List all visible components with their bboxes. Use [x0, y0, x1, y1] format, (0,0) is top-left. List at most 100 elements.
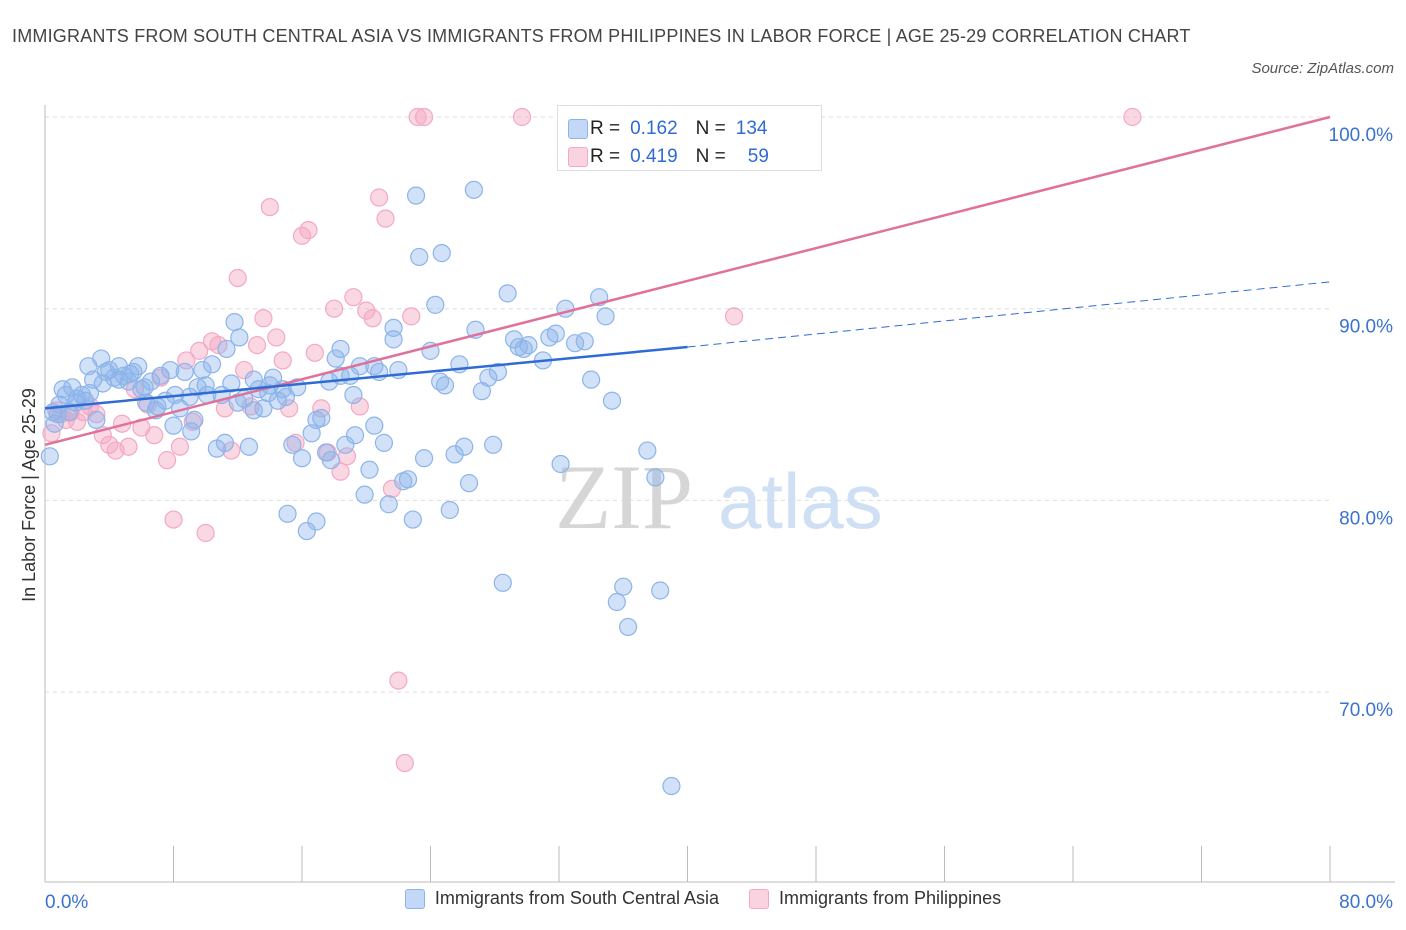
point-south-central-asia	[331, 339, 350, 359]
point-south-central-asia	[283, 435, 302, 454]
point-south-central-asia	[488, 362, 508, 382]
point-philippines	[325, 299, 344, 318]
n-value-1: 134	[735, 118, 768, 139]
point-south-central-asia	[410, 247, 429, 267]
point-philippines	[247, 336, 267, 355]
point-philippines	[389, 671, 408, 690]
point-philippines	[177, 351, 196, 370]
stats-row-series2: R = 0.419 N = 59	[568, 144, 769, 170]
point-south-central-asia	[244, 401, 263, 420]
point-philippines	[42, 424, 61, 443]
point-south-central-asia	[225, 313, 244, 332]
point-south-central-asia	[230, 328, 249, 347]
point-south-central-asia	[40, 447, 59, 466]
y-tick-label: 70.0%	[1339, 700, 1393, 721]
point-south-central-asia	[109, 370, 128, 389]
r-value-2: 0.419	[630, 146, 678, 167]
point-south-central-asia	[582, 370, 601, 389]
point-philippines	[145, 426, 164, 445]
point-south-central-asia	[228, 393, 247, 412]
point-south-central-asia	[175, 362, 194, 382]
point-south-central-asia	[406, 186, 426, 205]
point-south-central-asia	[87, 410, 106, 429]
point-south-central-asia	[185, 410, 204, 429]
point-philippines	[260, 197, 279, 217]
point-philippines	[344, 288, 363, 307]
point-philippines	[370, 188, 389, 207]
point-south-central-asia	[215, 433, 234, 452]
n-value-2: 59	[747, 146, 769, 167]
point-south-central-asia	[164, 416, 183, 435]
source-label: Source: ZipAtlas.com	[1251, 60, 1394, 77]
y-axis-title: In Labor Force | Age 25-29	[19, 388, 39, 602]
point-south-central-asia	[292, 449, 312, 468]
point-south-central-asia	[403, 510, 422, 529]
point-south-central-asia	[459, 474, 479, 493]
point-philippines	[312, 399, 331, 418]
legend-label-philippines: Immigrants from Philippines	[779, 888, 1002, 908]
point-south-central-asia	[222, 374, 241, 393]
point-philippines	[196, 523, 215, 543]
point-philippines	[254, 309, 273, 328]
point-south-central-asia	[80, 383, 100, 403]
point-south-central-asia	[662, 776, 681, 796]
axes	[44, 105, 1395, 883]
point-south-central-asia	[63, 378, 82, 397]
stats-box: R = 0.162 N = 134 R = 0.419 N = 59	[557, 105, 822, 171]
point-south-central-asia	[355, 485, 374, 504]
point-south-central-asia	[345, 426, 365, 445]
point-south-central-asia	[161, 360, 180, 380]
stats-row-series1: R = 0.162 N = 134	[568, 116, 768, 142]
point-philippines	[273, 351, 292, 370]
n-label-1: N =	[695, 118, 726, 139]
chart-title: IMMIGRANTS FROM SOUTH CENTRAL ASIA VS IM…	[12, 26, 1191, 46]
point-philippines	[164, 510, 183, 529]
x-tick-label-min: 0.0%	[45, 892, 88, 913]
point-south-central-asia	[638, 441, 657, 460]
legend-swatch-blue	[404, 888, 425, 909]
point-south-central-asia	[493, 573, 512, 592]
point-south-central-asia	[326, 349, 345, 368]
point-south-central-asia	[217, 339, 236, 359]
point-south-central-asia	[607, 592, 626, 612]
point-south-central-asia	[426, 295, 445, 314]
trend-line-philippines	[44, 115, 1331, 447]
point-philippines	[402, 307, 421, 326]
point-south-central-asia	[596, 307, 615, 326]
point-south-central-asia	[278, 504, 297, 523]
r-label-1: R =	[590, 118, 621, 139]
point-philippines	[350, 397, 369, 416]
point-philippines	[1123, 107, 1142, 127]
point-south-central-asia	[45, 414, 64, 433]
point-south-central-asia	[498, 284, 517, 303]
point-south-central-asia	[398, 470, 418, 489]
point-philippines	[157, 451, 177, 470]
point-philippines	[87, 405, 106, 424]
point-south-central-asia	[135, 378, 154, 397]
n-label-2: N =	[695, 146, 726, 167]
point-south-central-asia	[276, 387, 296, 406]
axis-labels: 70.0% 80.0% 90.0% 100.0% 0.0% 80.0% In Labor F…	[19, 125, 1393, 913]
r-value-1: 0.162	[630, 118, 678, 139]
point-south-central-asia	[455, 437, 474, 456]
point-south-central-asia	[365, 416, 384, 435]
r-label-2: R =	[590, 146, 621, 167]
point-south-central-asia	[519, 336, 538, 355]
point-philippines	[376, 209, 395, 228]
point-south-central-asia	[464, 180, 483, 199]
point-south-central-asia	[132, 380, 151, 399]
point-south-central-asia	[479, 368, 498, 387]
point-south-central-asia	[336, 435, 355, 454]
point-south-central-asia	[148, 397, 167, 416]
trend-line-south-central-asia	[44, 345, 688, 410]
point-philippines	[414, 107, 434, 127]
point-philippines	[724, 307, 744, 326]
legend-item-philippines: Immigrants from Philippines	[749, 888, 1001, 909]
point-philippines	[286, 433, 305, 452]
point-south-central-asia	[379, 495, 398, 514]
point-south-central-asia	[360, 460, 379, 479]
stats-swatch-pink	[568, 147, 588, 167]
y-tick-label: 90.0%	[1339, 317, 1393, 338]
point-philippines	[299, 221, 318, 240]
